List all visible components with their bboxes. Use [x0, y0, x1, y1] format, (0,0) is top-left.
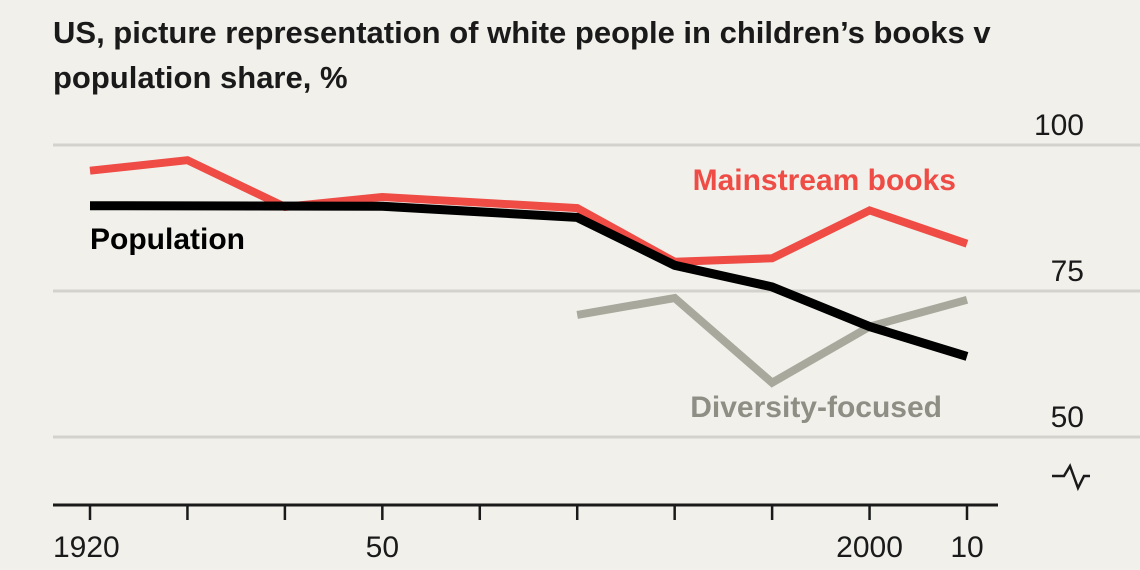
- series-line-population: [89, 201, 969, 361]
- x-tick-label: 50: [366, 531, 399, 564]
- series-line-mainstream-books: [89, 156, 969, 266]
- y-tick-label: 50: [1051, 401, 1084, 434]
- series-label: Population: [90, 223, 245, 256]
- series-label: Diversity-focused: [690, 391, 942, 424]
- y-tick-label: 75: [1051, 255, 1084, 288]
- axis-break-icon: [1052, 463, 1090, 492]
- chart-title: US, picture representation of white peop…: [53, 15, 991, 95]
- y-tick-label: 100: [1034, 109, 1084, 142]
- x-tick-label: 2000: [836, 531, 903, 564]
- series-line-diversity-focused: [576, 293, 969, 388]
- x-tick-label: 1920: [53, 531, 120, 564]
- x-tick-label: 10: [950, 531, 983, 564]
- series-label: Mainstream books: [693, 164, 956, 197]
